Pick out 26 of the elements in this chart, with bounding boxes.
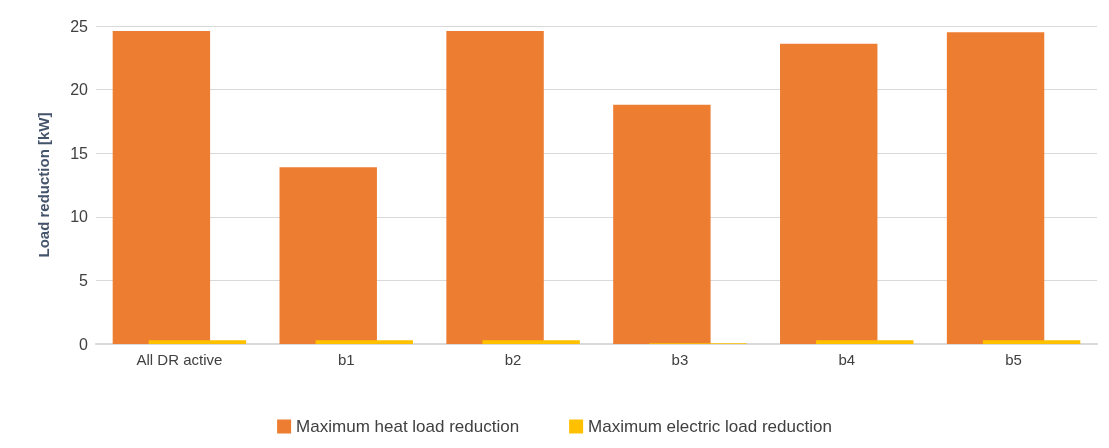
bar bbox=[780, 43, 878, 344]
bar bbox=[148, 340, 247, 344]
y-tick-label: 10 bbox=[70, 208, 89, 226]
bar bbox=[816, 340, 914, 344]
x-tick-label: b2 bbox=[504, 351, 522, 368]
bar bbox=[112, 31, 211, 344]
bar bbox=[613, 104, 711, 344]
bar bbox=[279, 167, 377, 344]
y-tick-label: 5 bbox=[79, 271, 89, 289]
bar bbox=[982, 340, 1081, 344]
x-tick-label: b1 bbox=[337, 351, 355, 368]
legend-label: Maximum heat load reduction bbox=[296, 417, 520, 436]
x-tick-label: b3 bbox=[671, 351, 689, 368]
legend-label: Maximum electric load reduction bbox=[588, 417, 832, 436]
x-tick-label: b5 bbox=[1005, 351, 1022, 368]
x-tick-label: b4 bbox=[838, 351, 856, 368]
y-tick-label: 20 bbox=[70, 81, 89, 99]
bar bbox=[482, 340, 580, 344]
bar bbox=[946, 32, 1045, 344]
y-tick-label: 15 bbox=[70, 144, 89, 162]
y-axis-title: Load reduction [kW] bbox=[35, 112, 52, 258]
bar bbox=[446, 31, 544, 344]
bar bbox=[315, 340, 413, 344]
y-tick-label: 25 bbox=[70, 17, 89, 35]
y-tick-label: 0 bbox=[79, 335, 89, 353]
x-tick-label: All DR active bbox=[136, 351, 223, 368]
